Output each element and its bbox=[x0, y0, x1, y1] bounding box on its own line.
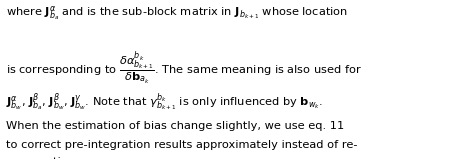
Text: to correct pre-integration results approximately instead of re-: to correct pre-integration results appro… bbox=[6, 140, 357, 150]
Text: propagation.: propagation. bbox=[6, 157, 79, 159]
Text: where $\mathbf{J}^{\alpha}_{b_a}$ and is the sub-block matrix in $\mathbf{J}_{b_: where $\mathbf{J}^{\alpha}_{b_a}$ and is… bbox=[6, 5, 348, 23]
Text: When the estimation of bias change slightly, we use eq. 11: When the estimation of bias change sligh… bbox=[6, 121, 344, 131]
Text: $\mathbf{J}^{\alpha}_{b_w}$, $\mathbf{J}^{\beta}_{b_a}$, $\mathbf{J}^{\beta}_{b_: $\mathbf{J}^{\alpha}_{b_w}$, $\mathbf{J}… bbox=[6, 92, 323, 114]
Text: is corresponding to $\dfrac{\delta\alpha^{b_k}_{b_{k+1}}}{\delta\mathbf{b}_{a_k}: is corresponding to $\dfrac{\delta\alpha… bbox=[6, 51, 362, 87]
